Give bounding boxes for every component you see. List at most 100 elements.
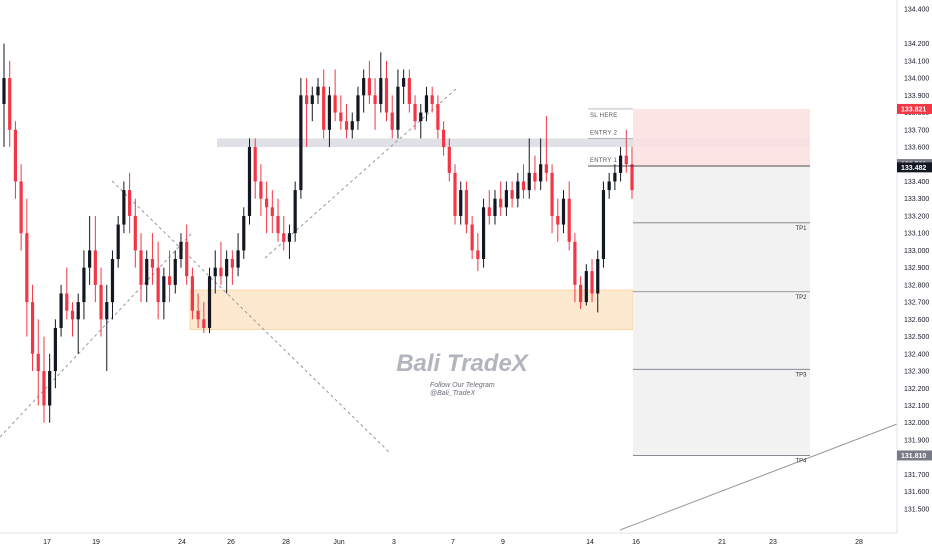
candle-body xyxy=(579,284,583,303)
candle-body xyxy=(82,267,86,303)
candle-body xyxy=(527,172,531,191)
candle-body xyxy=(464,190,469,225)
date-tick-label: 3 xyxy=(392,539,396,546)
resistance-zone xyxy=(217,138,810,148)
candle-body xyxy=(613,172,617,182)
candle-body xyxy=(145,259,149,285)
candle-body xyxy=(584,271,588,303)
candle-body xyxy=(219,267,223,277)
price-tick-label: 131.500 xyxy=(904,506,929,513)
candle-body xyxy=(30,302,35,354)
candle-body xyxy=(42,371,46,406)
candle-body xyxy=(493,198,497,216)
price-badge-label: 131.810 xyxy=(901,453,926,460)
candle-body xyxy=(93,250,97,285)
candle-body xyxy=(259,181,263,199)
candle-body xyxy=(185,241,189,277)
candle-body xyxy=(618,155,623,173)
candle-body xyxy=(544,164,548,173)
price-tick-label: 132.300 xyxy=(904,369,929,376)
candle-body xyxy=(499,198,503,208)
candle-body xyxy=(202,319,206,328)
price-tick-label: 134.000 xyxy=(904,76,929,83)
candle-body xyxy=(402,78,406,87)
candle-body xyxy=(567,198,571,242)
candle-body xyxy=(70,310,75,320)
target-zone xyxy=(633,165,810,456)
candle-body xyxy=(150,259,155,268)
candle-body xyxy=(53,327,57,372)
candle-body xyxy=(470,224,474,251)
price-tick-label: 133.000 xyxy=(904,248,929,255)
candle-body xyxy=(362,78,366,96)
candle-body xyxy=(481,207,486,260)
candle-body xyxy=(333,95,337,113)
price-tick-label: 132.000 xyxy=(904,420,929,427)
candle-body xyxy=(430,95,434,104)
candle-body xyxy=(65,293,69,311)
candle-body xyxy=(407,78,411,104)
price-tick-label: 132.900 xyxy=(904,265,929,272)
price-tick-label: 132.600 xyxy=(904,317,929,324)
uptrend-line-left xyxy=(0,232,193,438)
candle-body xyxy=(396,86,400,130)
candle-body xyxy=(304,95,309,104)
candle-body xyxy=(196,310,200,320)
price-tick-label: 131.900 xyxy=(904,437,929,444)
candle-body xyxy=(236,250,240,268)
price-tick-label: 132.800 xyxy=(904,282,929,289)
price-tick-label: 132.500 xyxy=(904,334,929,341)
price-tick-label: 133.100 xyxy=(904,231,929,238)
candle-body xyxy=(247,147,252,216)
candle-body xyxy=(173,259,177,285)
price-tick-label: 131.700 xyxy=(904,472,929,479)
price-tick-label: 132.400 xyxy=(904,351,929,358)
candle-body xyxy=(265,198,269,208)
date-tick-label: 7 xyxy=(451,539,455,546)
candle-body xyxy=(116,224,120,260)
candle-body xyxy=(213,267,217,277)
candle-body xyxy=(156,267,160,303)
sl-label: SL HERE xyxy=(590,113,618,119)
price-tick-label: 133.400 xyxy=(904,179,929,186)
candle-body xyxy=(36,353,40,372)
trade-setup-layer: SL HERE ENTRY 2 ENTRY 1 TP1 TP2 TP3 TP4 xyxy=(588,108,810,464)
time-axis[interactable]: 17 19 24 26 28 Jun 3 7 9 14 16 21 23 28 xyxy=(0,532,897,546)
candle-body xyxy=(379,78,383,104)
candle-body xyxy=(230,259,234,268)
price-tick-label: 134.100 xyxy=(904,58,929,65)
candle-body xyxy=(207,276,212,328)
date-tick-label: 28 xyxy=(282,539,290,546)
candle-body xyxy=(539,164,543,182)
candles-layer xyxy=(2,43,634,423)
candle-body xyxy=(596,259,600,294)
date-tick-label: 26 xyxy=(227,539,235,546)
date-tick-label: 17 xyxy=(43,539,51,546)
price-tick-label: 132.700 xyxy=(904,300,929,307)
candle-body xyxy=(419,112,423,122)
date-tick-label: 9 xyxy=(501,539,505,546)
watermark: Bali TradeX Follow Our Telegram @Bali_Tr… xyxy=(396,350,530,397)
candle-body xyxy=(25,233,29,303)
candle-body xyxy=(19,181,23,234)
candle-body xyxy=(447,147,451,173)
candle-body xyxy=(179,241,183,260)
downtrend-line xyxy=(111,180,391,454)
date-tick-label: 24 xyxy=(178,539,186,546)
candle-body xyxy=(556,215,560,225)
entry1-label: ENTRY 1 xyxy=(590,158,618,164)
candle-body xyxy=(384,78,389,113)
candle-body xyxy=(105,302,109,320)
demand-zone xyxy=(189,289,634,330)
candle-body xyxy=(476,250,480,260)
date-tick-label: 19 xyxy=(92,539,100,546)
candle-body xyxy=(367,78,371,96)
channel-line xyxy=(619,423,898,531)
candle-body xyxy=(561,198,566,225)
candle-body xyxy=(110,259,115,303)
price-tick-label: 133.600 xyxy=(904,145,929,152)
candle-body xyxy=(436,103,440,130)
